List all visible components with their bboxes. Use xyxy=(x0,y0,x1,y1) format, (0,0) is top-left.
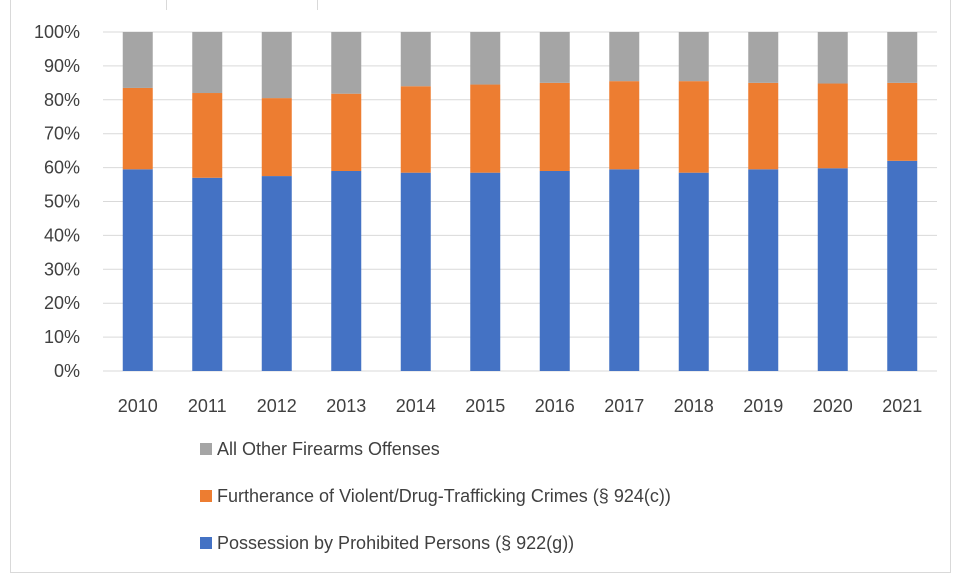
x-tick-label: 2014 xyxy=(396,396,436,416)
legend-swatch xyxy=(200,490,212,502)
y-tick-label: 50% xyxy=(44,192,80,212)
bars xyxy=(122,32,918,371)
y-tick-label: 20% xyxy=(44,293,80,313)
x-tick-label: 2013 xyxy=(326,396,366,416)
bar-segment xyxy=(470,172,501,371)
y-tick-label: 60% xyxy=(44,158,80,178)
bar-segment xyxy=(122,87,153,170)
bar-segment xyxy=(609,169,640,371)
bar-segment xyxy=(192,177,223,371)
bar-segment xyxy=(887,32,918,83)
bar-segment xyxy=(609,81,640,170)
legend-label: Possession by Prohibited Persons (§ 922(… xyxy=(217,532,575,553)
y-tick-label: 40% xyxy=(44,225,80,245)
bar-segment xyxy=(748,82,779,170)
gridlines xyxy=(103,31,937,372)
x-tick-label: 2017 xyxy=(604,396,644,416)
y-tick-label: 70% xyxy=(44,124,80,144)
y-axis-ticks: 0% 10% 20% 30% 40% 50% 60% 70% 80% 90% 100% xyxy=(34,22,80,381)
y-tick-label: 90% xyxy=(44,56,80,76)
bar-segment xyxy=(400,32,431,87)
x-tick-label: 2016 xyxy=(535,396,575,416)
legend-item: All Other Firearms Offenses xyxy=(200,438,671,460)
bar-segment xyxy=(192,93,223,178)
bar-segment xyxy=(331,170,362,371)
x-tick-label: 2018 xyxy=(674,396,714,416)
bar-segment xyxy=(678,81,709,173)
bar-segment xyxy=(261,32,292,99)
bar-segment xyxy=(192,32,223,94)
bar-segment xyxy=(887,82,918,161)
legend: All Other Firearms Offenses Furtherance o… xyxy=(200,438,671,579)
legend-item: Possession by Prohibited Persons (§ 922(… xyxy=(200,532,671,554)
y-tick-label: 10% xyxy=(44,327,80,347)
x-tick-label: 2021 xyxy=(882,396,922,416)
bar-segment xyxy=(748,169,779,371)
x-axis-ticks: 2010 2011 2012 2013 2014 2015 2016 2017 2018 2019… xyxy=(118,396,923,416)
bar-segment xyxy=(678,172,709,371)
x-tick-label: 2010 xyxy=(118,396,158,416)
x-tick-label: 2011 xyxy=(188,396,227,416)
y-tick-label: 0% xyxy=(54,361,80,381)
legend-label: Furtherance of Violent/Drug-Trafficking … xyxy=(217,485,671,506)
x-tick-label: 2015 xyxy=(465,396,505,416)
bar-segment xyxy=(748,32,779,83)
bar-segment xyxy=(678,32,709,82)
bar-segment xyxy=(470,32,501,85)
bar-segment xyxy=(400,86,431,173)
bar-segment xyxy=(261,176,292,371)
bar-segment xyxy=(331,93,362,171)
bar-segment xyxy=(331,32,362,94)
y-tick-label: 100% xyxy=(34,22,80,42)
bar-segment xyxy=(122,32,153,88)
y-tick-label: 80% xyxy=(44,90,80,110)
legend-swatch xyxy=(200,537,212,549)
bar-segment xyxy=(539,82,570,171)
chart-tab-outline xyxy=(166,0,318,10)
bar-segment xyxy=(609,32,640,82)
bar-segment xyxy=(887,160,918,371)
bar-segment xyxy=(817,32,848,84)
bar-segment xyxy=(261,98,292,177)
bar-segment xyxy=(817,168,848,371)
legend-label: All Other Firearms Offenses xyxy=(217,438,440,459)
bar-segment xyxy=(539,32,570,83)
x-tick-label: 2020 xyxy=(813,396,853,416)
y-tick-label: 30% xyxy=(44,259,80,279)
legend-swatch xyxy=(200,443,212,455)
bar-segment xyxy=(817,83,848,169)
x-tick-label: 2012 xyxy=(257,396,297,416)
bar-segment xyxy=(122,169,153,371)
bar-segment xyxy=(470,84,501,173)
bar-segment xyxy=(400,172,431,371)
x-tick-label: 2019 xyxy=(743,396,783,416)
bar-segment xyxy=(539,170,570,371)
legend-item: Furtherance of Violent/Drug-Trafficking … xyxy=(200,485,671,507)
